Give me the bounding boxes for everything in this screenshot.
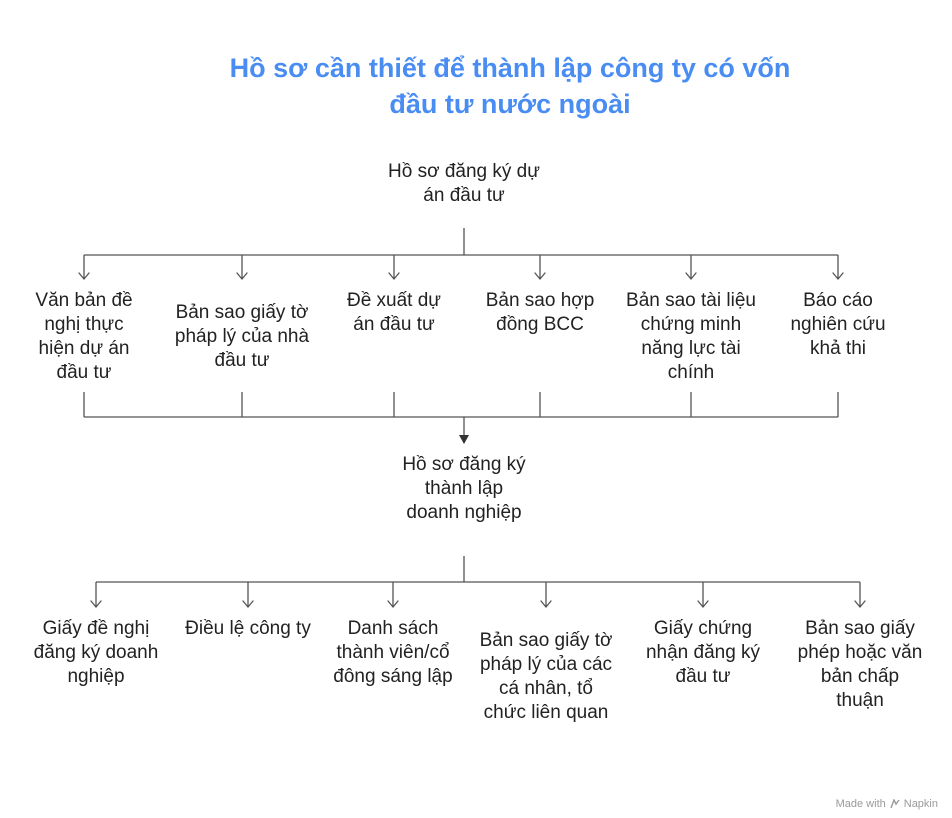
item-feasibility-study: Báo cáo nghiên cứu khả thi	[790, 290, 886, 359]
napkin-brand-text: Napkin	[903, 798, 938, 810]
item-company-charter: Điều lệ công ty	[185, 618, 311, 639]
item-investment-proposal-letter: Văn bản đề nghị thực hiện dự án đầu tư	[35, 290, 133, 383]
root-node-investment-project: Hồ sơ đăng ký dự án đầu tư	[388, 161, 540, 206]
item-project-proposal: Đề xuất dự án đầu tư	[346, 290, 442, 335]
made-with-napkin-footer: Made with Napkin	[836, 798, 938, 810]
item-investor-legal-docs: Bản sao giấy tờ pháp lý của nhà đầu tư	[174, 302, 310, 371]
item-member-shareholder-list: Danh sách thành viên/cổ đông sáng lập	[333, 618, 453, 687]
root-node-enterprise-registration: Hồ sơ đăng ký thành lập doanh nghiệp	[402, 454, 526, 523]
item-investment-registration-certificate: Giấy chứng nhận đăng ký đầu tư	[645, 618, 761, 687]
diagram-title-line-2: đầu tư nước ngoài	[389, 89, 631, 119]
diagram-title-line-1: Hồ sơ cần thiết để thành lập công ty có …	[229, 53, 791, 83]
made-with-text: Made with	[835, 798, 886, 810]
item-related-parties-legal-docs: Bản sao giấy tờ pháp lý của các cá nhân,…	[479, 630, 613, 723]
item-enterprise-registration-form: Giấy đề nghị đăng ký doanh nghiệp	[33, 618, 159, 687]
item-financial-capability-docs: Bản sao tài liệu chứng minh năng lực tài…	[626, 290, 756, 383]
item-license-or-approval-copy: Bản sao giấy phép hoặc văn bản chấp thuậ…	[797, 618, 923, 711]
napkin-logo-icon	[890, 799, 900, 809]
item-bcc-contract-copy: Bản sao hợp đồng BCC	[485, 290, 595, 335]
